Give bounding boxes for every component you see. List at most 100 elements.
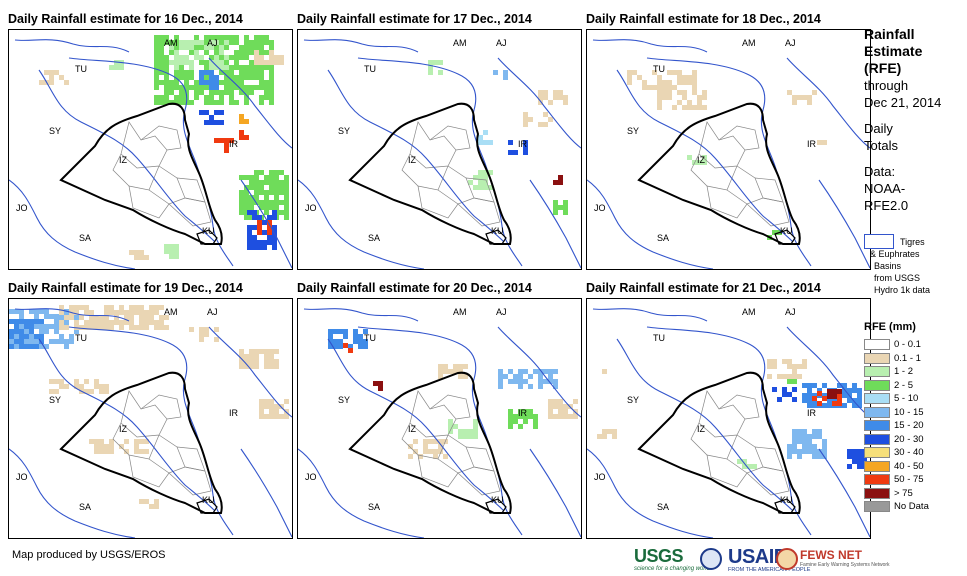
legend-label: 15 - 20 (894, 420, 924, 431)
kuwait-border (196, 498, 218, 514)
country-label: AJ (496, 38, 507, 48)
legend-swatch (864, 352, 890, 364)
basin-boundary (592, 308, 708, 322)
kuwait-border (485, 498, 507, 514)
country-label: AM (742, 307, 756, 317)
rainfall-layer (597, 359, 867, 469)
basin-boundary (208, 57, 292, 149)
province-boundary (457, 466, 501, 496)
province-boundary (746, 466, 790, 496)
country-label: TU (364, 64, 376, 74)
province-boundary (176, 177, 206, 203)
legend-label: 10 - 15 (894, 406, 924, 418)
province-boundary (465, 446, 495, 472)
country-label: JO (305, 472, 317, 482)
legend-swatch (864, 487, 890, 499)
legend-swatch (864, 474, 890, 485)
province-boundary (148, 434, 186, 474)
province-boundary (148, 165, 186, 205)
fews-net-tagline: Famine Early Warning Systems Network (800, 562, 890, 568)
title-line: (RFE) (864, 60, 902, 76)
country-label: AM (742, 38, 756, 48)
country-label: AM (164, 307, 178, 317)
country-label: AJ (207, 307, 218, 317)
kuwait-border (196, 229, 218, 245)
country-label: JO (16, 203, 28, 213)
country-label: KU (491, 226, 504, 236)
basin-boundary (497, 326, 581, 418)
basin-boundary (68, 326, 234, 536)
data-label: Data: (864, 164, 896, 179)
country-label: SY (49, 395, 61, 405)
country-label: JO (594, 203, 606, 213)
panel-title: Daily Rainfall estimate for 17 Dec., 201… (297, 12, 532, 26)
through-text: through (864, 78, 909, 93)
province-boundary (698, 390, 746, 438)
province-boundary (726, 165, 764, 205)
legend-swatch (864, 339, 890, 350)
province-boundary (128, 454, 170, 488)
rfe-legend: RFE (mm) 0 - 0.1 0.1 - 1 1 - 2 2 - 5 5 - 10 1… (864, 320, 964, 514)
map-description: Rainfall Estimate (RFE) through Dec 21, … (864, 26, 964, 214)
country-label: AM (453, 38, 467, 48)
legend-swatch (864, 366, 890, 377)
legend-row: 15 - 20 (864, 419, 964, 433)
panel-title: Daily Rainfall estimate for 16 Dec., 201… (8, 12, 243, 26)
legend-label: 5 - 10 (894, 393, 919, 404)
rainfall-map: AM AJ TU SY IZ IR JO SA KU (8, 29, 293, 270)
province-boundary (409, 121, 457, 169)
basin-boundary (240, 448, 292, 538)
legend-row: 0 - 0.1 (864, 338, 964, 352)
legend-label: 1 - 2 (894, 366, 914, 377)
legend-label: 30 - 40 (894, 447, 924, 458)
legend-row: 10 - 15 (864, 406, 964, 420)
country-label: KU (202, 495, 215, 505)
province-boundary (429, 394, 471, 420)
country-label: SA (79, 502, 91, 512)
data-source: RFE2.0 (864, 198, 909, 213)
rainfall-map: AM AJ TU SY IZ IR JO SA KU (297, 298, 582, 539)
legend-row: 50 - 75 (864, 473, 964, 487)
legend-row: 40 - 50 (864, 460, 964, 474)
country-label: AJ (785, 307, 796, 317)
totals-text: Totals (864, 138, 898, 153)
panel-title: Daily Rainfall estimate for 21 Dec., 201… (586, 281, 821, 295)
country-label: SY (338, 126, 350, 136)
basin-boundary (327, 69, 505, 243)
province-boundary (140, 394, 182, 420)
province-boundary (140, 125, 182, 151)
usaid-seal-icon (700, 548, 722, 570)
rainfall-layer (9, 305, 289, 509)
map-panel-18-dec: Daily Rainfall estimate for 18 Dec., 201… (586, 9, 876, 271)
legend-swatch (864, 393, 890, 404)
map-canvas: AM AJ TU SY IZ IR JO SA KU (9, 35, 292, 269)
country-label: KU (202, 226, 215, 236)
country-label: SA (657, 233, 669, 243)
legend-label: No Data (894, 501, 929, 512)
legend-swatch (864, 406, 890, 418)
basin-boundary (529, 179, 581, 269)
country-label: AJ (207, 38, 218, 48)
basin-boundary (592, 39, 708, 53)
title-line: Estimate (864, 43, 923, 59)
legend-row: 30 - 40 (864, 446, 964, 460)
map-canvas: AM AJ TU SY IZ IR JO SA KU (298, 307, 581, 538)
iraq-border (637, 102, 801, 245)
map-canvas: AM AJ TU SY IZ IR JO SA KU (587, 307, 870, 538)
legend-row: No Data (864, 500, 964, 514)
iraq-border (59, 102, 223, 245)
province-boundary (168, 197, 212, 227)
usgs-logo: USGS (634, 546, 684, 566)
province-boundary (429, 125, 471, 151)
province-boundary (176, 446, 206, 472)
basin-swatch (864, 234, 894, 249)
country-label: SY (627, 395, 639, 405)
country-label: SA (368, 233, 380, 243)
basin-boundary (68, 57, 234, 267)
country-label: JO (594, 472, 606, 482)
province-boundary (754, 446, 784, 472)
basin-line: Basins (874, 261, 902, 271)
end-date: Dec 21, 2014 (864, 95, 942, 110)
kuwait-border (485, 229, 507, 245)
logo-strip: USGS science for a changing world USAID … (634, 546, 964, 576)
